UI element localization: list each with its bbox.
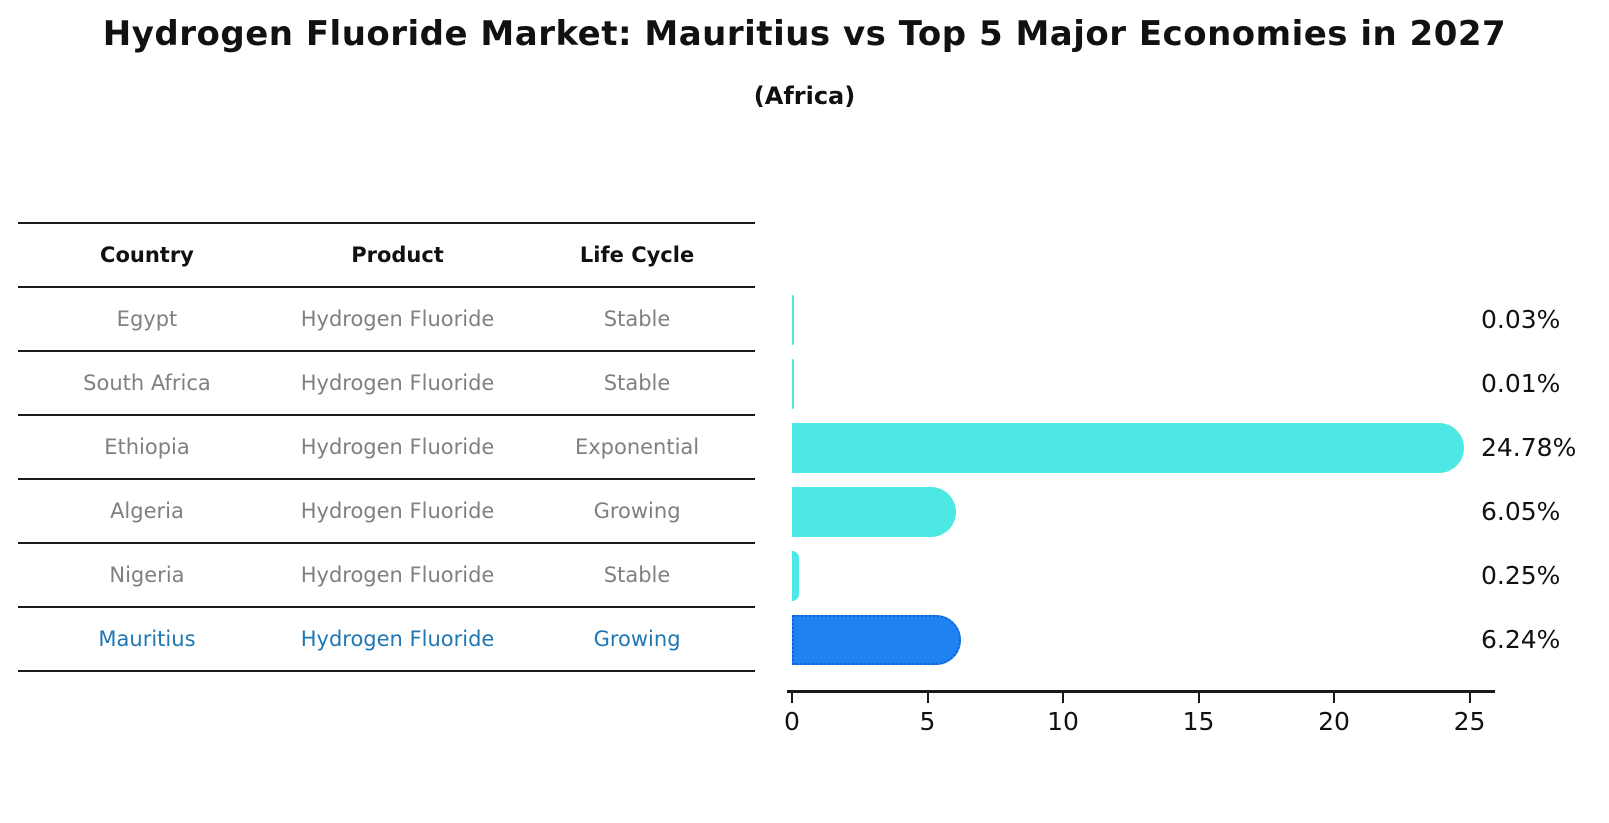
column-header-product: Product [351, 243, 444, 267]
cell-life-cycle: Growing [593, 627, 681, 651]
cell-country: Algeria [110, 499, 184, 523]
chart-title: Hydrogen Fluoride Market: Mauritius vs T… [102, 14, 1507, 54]
x-axis-tick-label: 20 [1318, 707, 1350, 736]
value-label-mauritius: 6.24% [1481, 625, 1561, 654]
cell-country: Mauritius [98, 627, 196, 651]
cell-country: Ethiopia [104, 435, 190, 459]
x-axis-tick-label: 0 [784, 707, 800, 736]
cell-product: Hydrogen Fluoride [300, 307, 495, 331]
column-header-life-cycle: Life Cycle [579, 243, 695, 267]
value-label-egypt: 0.03% [1481, 305, 1561, 334]
value-label-algeria: 6.05% [1481, 497, 1561, 526]
table-row-mauritius: Mauritius Hydrogen Fluoride Growing [18, 608, 755, 672]
bar-nigeria [792, 551, 799, 601]
chart-subtitle: (Africa) [753, 82, 856, 110]
cell-life-cycle: Stable [603, 563, 671, 587]
bar-ethiopia [792, 423, 1464, 473]
value-label-nigeria: 0.25% [1481, 561, 1561, 590]
x-axis-tick [1062, 691, 1064, 703]
cell-product: Hydrogen Fluoride [300, 499, 495, 523]
table-row-algeria: Algeria Hydrogen Fluoride Growing [18, 480, 755, 544]
column-header-country: Country [100, 243, 194, 267]
cell-life-cycle: Stable [603, 371, 671, 395]
value-label-south-africa: 0.01% [1481, 369, 1561, 398]
x-axis-tick-label: 5 [919, 707, 936, 736]
cell-product: Hydrogen Fluoride [300, 563, 495, 587]
cell-life-cycle: Stable [603, 307, 671, 331]
bar-algeria [792, 487, 956, 537]
x-axis-tick [1468, 691, 1471, 703]
cell-product: Hydrogen Fluoride [300, 627, 495, 651]
cell-life-cycle: Growing [593, 499, 681, 523]
bar-south-africa [792, 359, 794, 409]
cell-country: Nigeria [109, 563, 185, 587]
table-row-egypt: Egypt Hydrogen Fluoride Stable [18, 288, 755, 352]
bar-egypt [792, 295, 794, 345]
x-axis-tick [926, 691, 929, 703]
x-axis-tick [1333, 691, 1335, 703]
cell-country: South Africa [83, 371, 211, 395]
x-axis-line [787, 690, 1495, 693]
cell-life-cycle: Exponential [574, 435, 700, 459]
bar-mauritius [792, 615, 962, 665]
cell-product: Hydrogen Fluoride [300, 371, 495, 395]
data-table: Country Product Life Cycle Egypt Hydrogen… [18, 222, 755, 672]
table-body: Egypt Hydrogen Fluoride Stable South Africa… [18, 288, 755, 672]
value-label-ethiopia: 24.78% [1481, 433, 1577, 462]
x-axis-tick-label: 25 [1453, 707, 1486, 736]
x-axis-tick [1197, 691, 1200, 703]
x-axis-tick-label: 15 [1182, 707, 1215, 736]
cell-product: Hydrogen Fluoride [300, 435, 495, 459]
table-header-row: Country Product Life Cycle [18, 222, 755, 288]
x-axis-tick-label: 10 [1047, 707, 1079, 736]
table-row-nigeria: Nigeria Hydrogen Fluoride Stable [18, 544, 755, 608]
table-row-ethiopia: Ethiopia Hydrogen Fluoride Exponential [18, 416, 755, 480]
x-axis-tick [791, 691, 793, 703]
cell-country: Egypt [116, 307, 178, 331]
table-row-south-africa: South Africa Hydrogen Fluoride Stable [18, 352, 755, 416]
